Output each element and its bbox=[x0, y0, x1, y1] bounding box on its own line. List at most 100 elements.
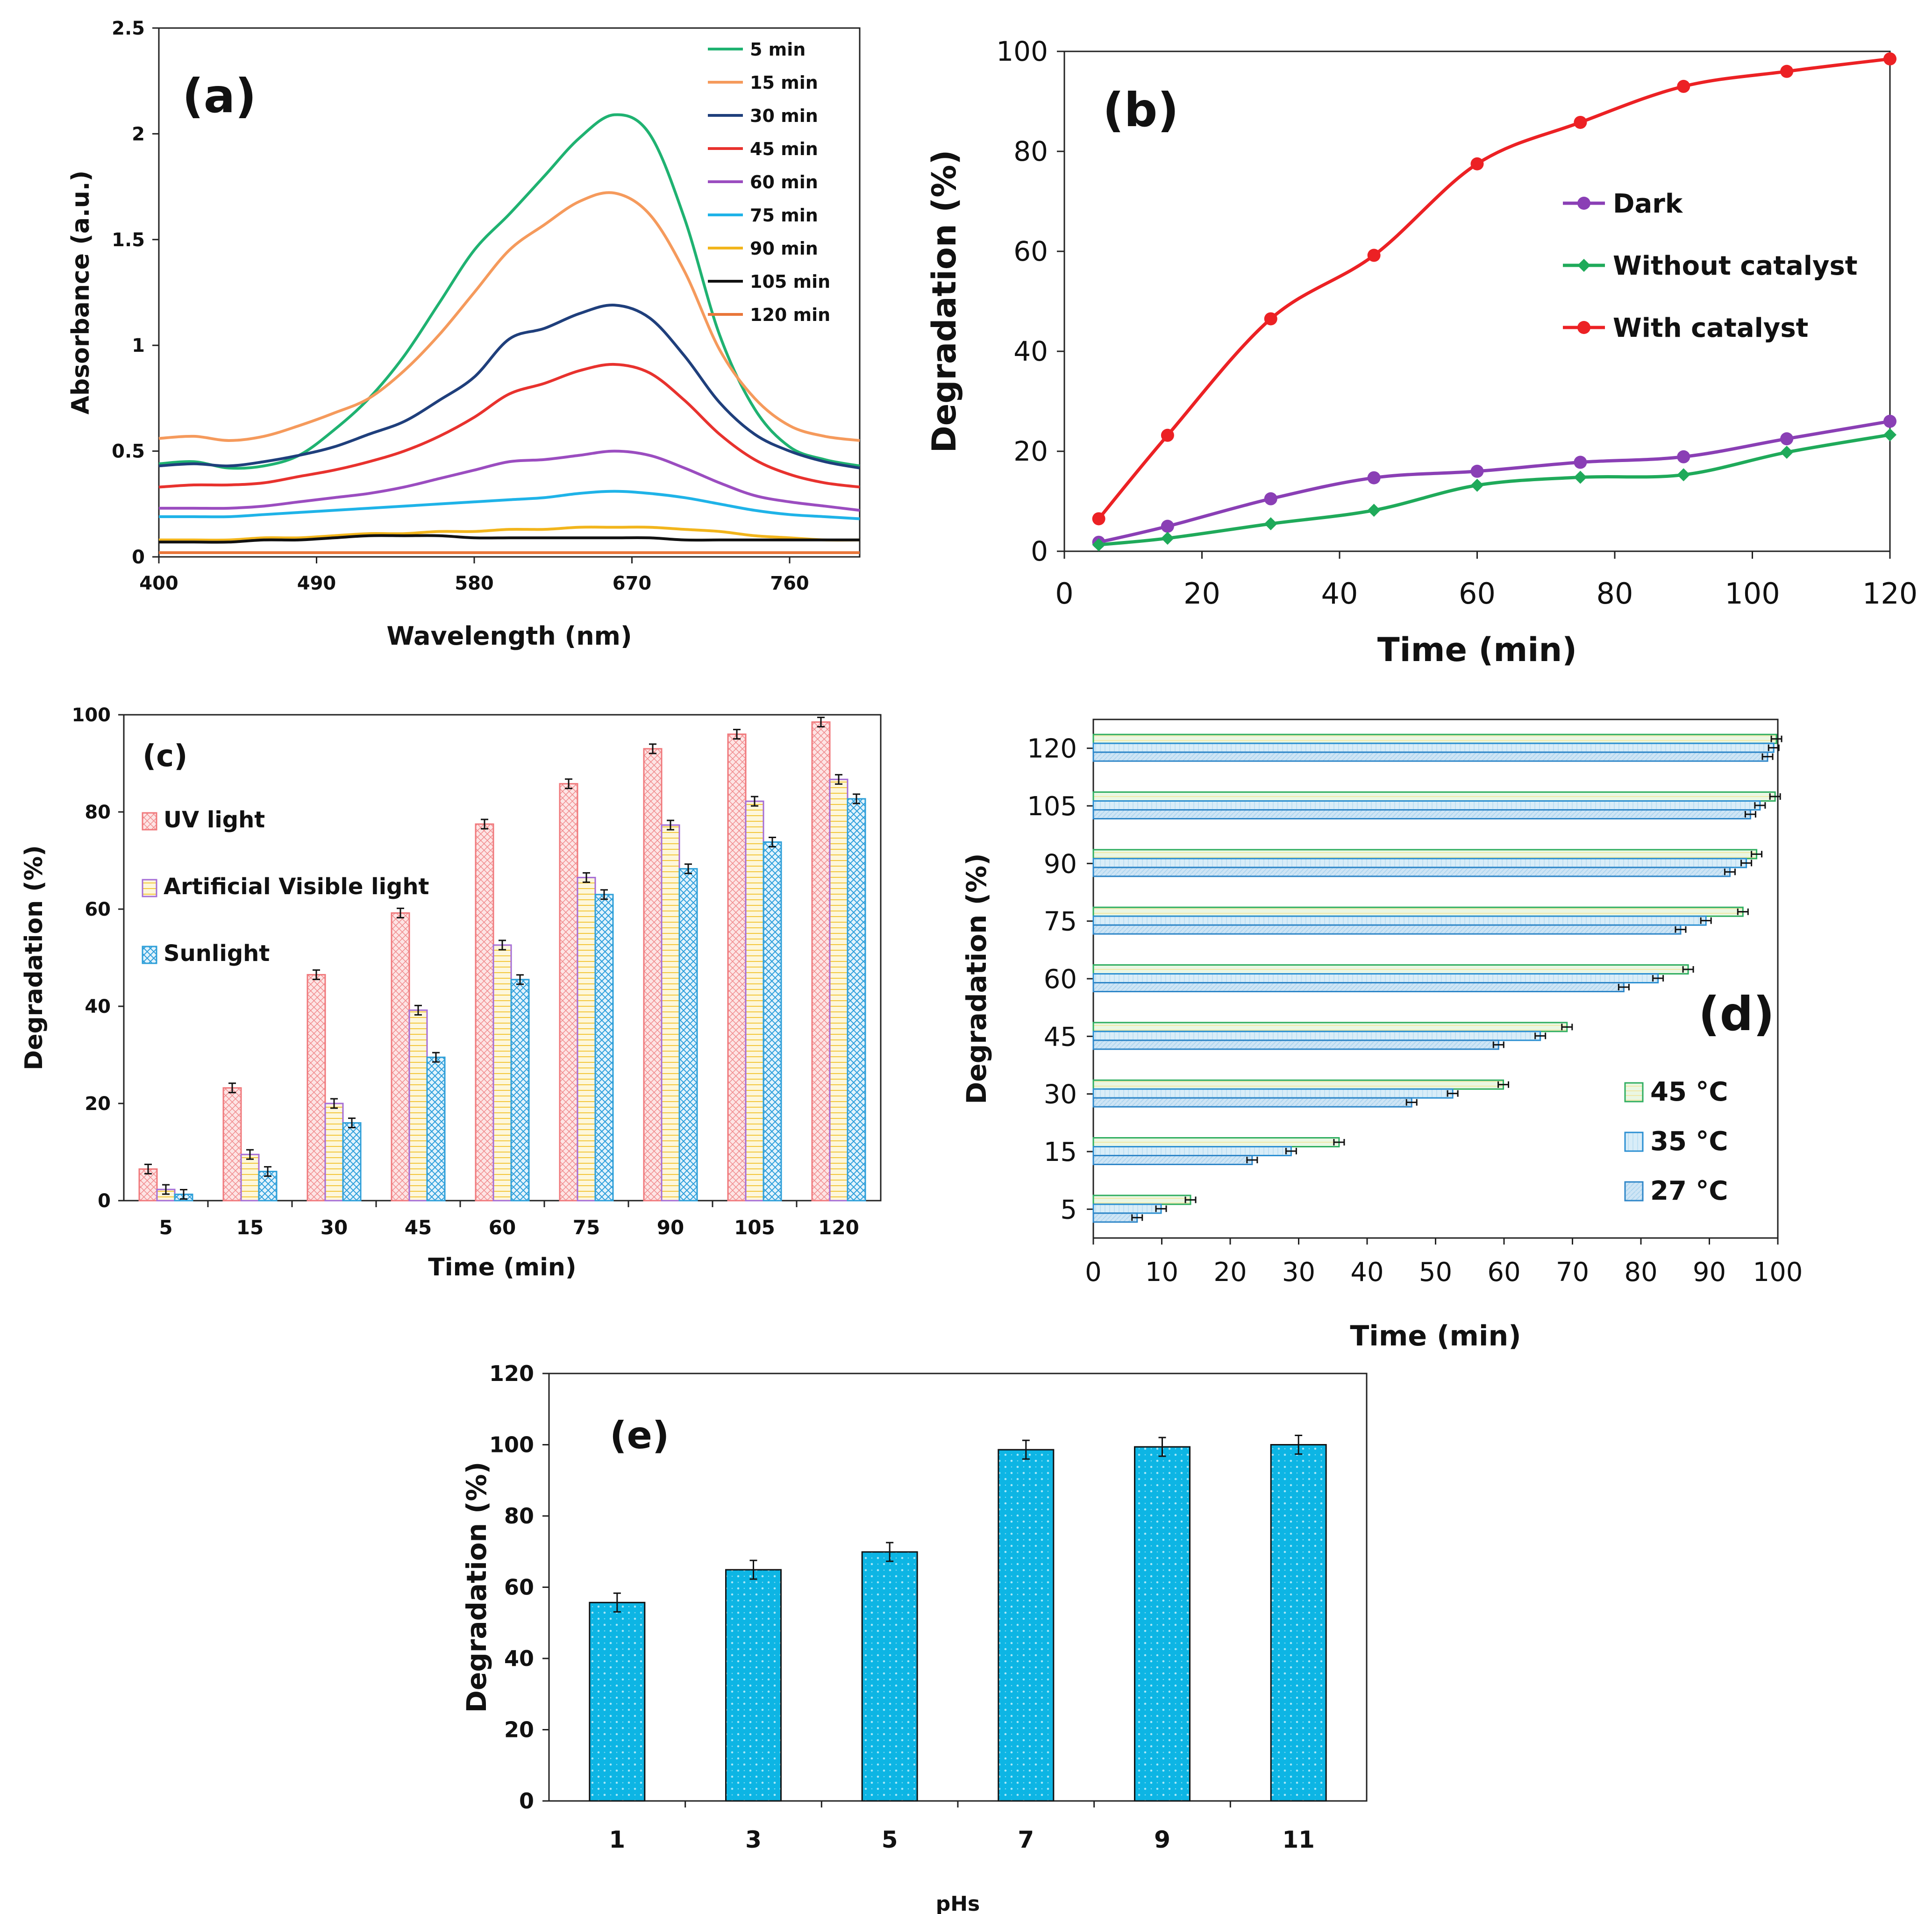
bar-45-C bbox=[1092, 849, 1758, 860]
y-tick-label: 120 bbox=[1027, 734, 1077, 764]
x-tick-label: 490 bbox=[297, 573, 336, 594]
y-tick-label: 0 bbox=[98, 1190, 111, 1212]
bar-27-C bbox=[1092, 1097, 1412, 1108]
legend-swatch bbox=[1624, 1181, 1644, 1202]
bar-sunlight bbox=[426, 1056, 446, 1202]
bar-uv-light bbox=[307, 974, 326, 1202]
data-point bbox=[1470, 157, 1484, 171]
bar-ph-1 bbox=[589, 1601, 646, 1802]
y-tick-label: 40 bbox=[85, 996, 111, 1017]
bar-35-C bbox=[1092, 1146, 1292, 1156]
bar-27-C bbox=[1092, 924, 1682, 935]
x-tick-label: 90 bbox=[657, 1216, 684, 1239]
bar-35-C bbox=[1092, 1203, 1162, 1214]
y-tick-label: 1 bbox=[132, 335, 145, 356]
x-tick-label: 40 bbox=[1350, 1257, 1383, 1288]
legend-marker bbox=[1577, 321, 1590, 334]
legend-swatch bbox=[1624, 1131, 1644, 1152]
x-tick-label: 60 bbox=[489, 1216, 516, 1239]
x-tick-label: 45 bbox=[405, 1216, 432, 1239]
x-tick-label: 75 bbox=[573, 1216, 600, 1239]
bar-uv-light bbox=[222, 1087, 242, 1202]
bar-uv-light bbox=[727, 733, 747, 1202]
y-tick-label: 100 bbox=[72, 704, 111, 726]
y-tick-label: 60 bbox=[1013, 235, 1048, 267]
series-line-90-min bbox=[158, 526, 860, 542]
legend-swatch bbox=[142, 879, 157, 897]
x-tick-label: 20 bbox=[1213, 1257, 1247, 1288]
bar-35-C bbox=[1092, 1031, 1541, 1041]
y-axis-label: Absorbance (a.u.) bbox=[67, 171, 95, 414]
legend-marker bbox=[1577, 259, 1590, 272]
x-axis-label: Time (min) bbox=[428, 1253, 576, 1281]
x-axis-label: Wavelength (nm) bbox=[386, 621, 632, 651]
y-tick-label: 0 bbox=[519, 1788, 534, 1814]
data-point bbox=[1092, 512, 1105, 526]
bar-27-C bbox=[1092, 1155, 1253, 1165]
bar-uv-light bbox=[559, 783, 578, 1202]
y-tick-label: 40 bbox=[504, 1646, 534, 1671]
x-tick-label: 70 bbox=[1556, 1257, 1589, 1288]
x-tick-label: 0 bbox=[1055, 576, 1073, 611]
x-axis-label: pHs bbox=[936, 1892, 980, 1914]
legend-label: 35 °C bbox=[1650, 1126, 1728, 1157]
bar-27-C bbox=[1092, 867, 1731, 877]
x-tick-label: 10 bbox=[1145, 1257, 1178, 1288]
y-tick-label: 30 bbox=[1044, 1080, 1077, 1110]
series-line-105-min bbox=[158, 534, 860, 544]
x-tick-label: 760 bbox=[770, 573, 809, 594]
x-tick-label: 60 bbox=[1459, 576, 1496, 611]
bar-uv-light bbox=[643, 748, 663, 1202]
bar-27-C bbox=[1092, 1039, 1499, 1050]
legend-label: 60 min bbox=[750, 172, 818, 192]
bar-uv-light bbox=[475, 823, 494, 1202]
legend-label: 27 °C bbox=[1650, 1176, 1728, 1206]
bar-artificial-visible-light bbox=[492, 944, 512, 1202]
x-tick-label: 5 bbox=[882, 1826, 898, 1853]
legend-label: 15 min bbox=[750, 72, 818, 93]
bar-artificial-visible-light bbox=[408, 1009, 428, 1202]
series-line-75-min bbox=[158, 490, 860, 520]
x-tick-label: 100 bbox=[1725, 576, 1780, 611]
legend-label: Sunlight bbox=[164, 940, 270, 967]
y-tick-label: 90 bbox=[1044, 849, 1077, 879]
x-tick-label: 120 bbox=[818, 1216, 859, 1239]
bar-27-C bbox=[1092, 1212, 1138, 1223]
x-tick-label: 0 bbox=[1085, 1257, 1102, 1288]
bar-35-C bbox=[1092, 1088, 1454, 1099]
data-point bbox=[1264, 492, 1277, 505]
panel-c: 0 20 40 60 80 100 5 15 30 45 60 75 90 105 120 Time (min… bbox=[20, 704, 882, 1281]
series-line-Without-catalyst bbox=[1098, 433, 1890, 547]
y-tick-label: 5 bbox=[1060, 1195, 1077, 1225]
data-point bbox=[1367, 249, 1381, 262]
bar-35-C bbox=[1092, 858, 1747, 868]
y-tick-label: 100 bbox=[489, 1432, 534, 1458]
legend-label: 75 min bbox=[750, 205, 818, 226]
data-point bbox=[1470, 464, 1484, 478]
x-tick-label: 7 bbox=[1018, 1826, 1034, 1853]
bar-45-C bbox=[1092, 1137, 1340, 1147]
y-tick-label: 40 bbox=[1013, 335, 1048, 367]
x-tick-label: 30 bbox=[321, 1216, 348, 1239]
data-point bbox=[1161, 519, 1174, 533]
data-point bbox=[1574, 470, 1587, 484]
y-tick-label: 100 bbox=[996, 36, 1048, 67]
bar-27-C bbox=[1092, 751, 1768, 762]
y-tick-label: 0.5 bbox=[112, 441, 145, 462]
series-line-60-min bbox=[159, 449, 860, 512]
data-point bbox=[1780, 64, 1794, 78]
x-tick-label: 15 bbox=[236, 1216, 264, 1239]
x-tick-label: 105 bbox=[734, 1216, 775, 1239]
bar-uv-light bbox=[811, 721, 831, 1202]
data-point bbox=[1367, 471, 1381, 484]
y-axis-label: Degradation (%) bbox=[961, 853, 992, 1104]
data-point bbox=[1161, 428, 1174, 442]
legend-label: Artificial Visible light bbox=[164, 874, 429, 900]
x-tick-label: 30 bbox=[1282, 1257, 1315, 1288]
y-tick-label: 20 bbox=[1013, 435, 1048, 467]
data-point bbox=[1883, 414, 1896, 428]
x-tick-label: 3 bbox=[745, 1826, 762, 1853]
data-point bbox=[1264, 517, 1277, 531]
bar-sunlight bbox=[763, 841, 782, 1202]
